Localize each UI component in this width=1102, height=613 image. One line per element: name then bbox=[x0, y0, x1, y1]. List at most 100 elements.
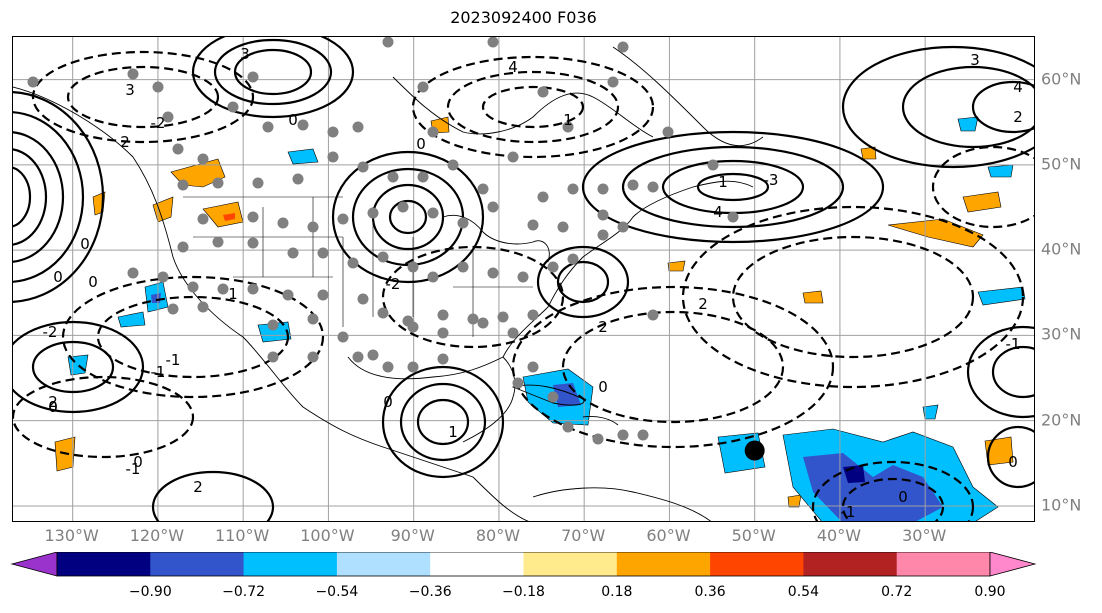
station-dot bbox=[357, 293, 369, 305]
blue-patch bbox=[922, 404, 939, 420]
station-dot bbox=[427, 271, 439, 283]
map-title: 2023092400 F036 bbox=[450, 8, 597, 27]
station-dot bbox=[217, 283, 229, 295]
solid-contour bbox=[388, 199, 428, 235]
station-dot bbox=[507, 327, 519, 339]
station-dot bbox=[562, 121, 574, 133]
solid-contour bbox=[213, 38, 333, 106]
colorbar-segment bbox=[150, 552, 245, 576]
contour-label: 0 bbox=[898, 488, 908, 506]
station-dot bbox=[167, 303, 179, 315]
contour-label: 2 bbox=[1013, 108, 1023, 126]
contour-label: 2 bbox=[48, 393, 58, 411]
contour-label: 1 bbox=[718, 173, 728, 191]
station-dot bbox=[382, 37, 394, 48]
station-dot bbox=[177, 179, 189, 191]
blue-patch bbox=[987, 164, 1014, 178]
station-dot bbox=[197, 153, 209, 165]
colorbar-segment bbox=[616, 552, 711, 576]
station-dot bbox=[247, 237, 259, 249]
colorbar-over-triangle bbox=[989, 552, 1037, 577]
colorbar-segment bbox=[803, 552, 898, 576]
solid-contour bbox=[381, 365, 505, 479]
solid-contour bbox=[621, 145, 845, 229]
dashed-contour bbox=[31, 50, 255, 144]
contour-label: 0 bbox=[48, 398, 58, 416]
solid-contour bbox=[581, 130, 885, 244]
station-dots bbox=[27, 37, 739, 445]
contour-label: 0 bbox=[416, 135, 426, 153]
blue-patch bbox=[977, 286, 1026, 306]
dashed-contour bbox=[381, 245, 565, 349]
contour-label: -1 bbox=[151, 363, 166, 381]
colorbar-tick-label: −0.72 bbox=[222, 584, 266, 600]
station-dot bbox=[177, 241, 189, 253]
colorbar-segment bbox=[430, 552, 524, 576]
station-dot bbox=[592, 433, 604, 445]
station-dot bbox=[627, 179, 639, 191]
contour-label: 0 bbox=[80, 235, 90, 253]
station-dot bbox=[292, 173, 304, 185]
station-dot bbox=[447, 159, 459, 171]
solid-contour bbox=[556, 260, 610, 304]
station-dot bbox=[537, 191, 549, 203]
station-dot bbox=[307, 351, 319, 363]
station-dot bbox=[357, 161, 369, 173]
station-dot bbox=[597, 229, 609, 241]
dashed-contour bbox=[681, 205, 1025, 389]
coastline-sa bbox=[532, 487, 712, 521]
station-dot bbox=[187, 281, 199, 293]
solid-contour bbox=[13, 111, 85, 283]
station-dot bbox=[437, 353, 449, 365]
dashed-contour bbox=[96, 295, 290, 379]
station-dot bbox=[347, 257, 359, 269]
contour-label: 2 bbox=[598, 318, 608, 336]
station-dot bbox=[27, 76, 39, 88]
station-dot bbox=[477, 317, 489, 329]
contour-label: -2 bbox=[151, 114, 166, 132]
solid-contour bbox=[13, 91, 105, 303]
station-dot bbox=[397, 201, 409, 213]
map-canvas: 344230023140-30-21-120-10-20211-220-1-10… bbox=[13, 37, 1034, 521]
dashed-contour bbox=[841, 477, 945, 521]
longitude-label: 110°W bbox=[214, 526, 270, 545]
station-dot bbox=[437, 309, 449, 321]
station-dot bbox=[487, 267, 499, 279]
solid-contour bbox=[151, 470, 275, 521]
station-dot bbox=[512, 377, 524, 389]
solid-contour bbox=[901, 65, 1034, 149]
station-dot bbox=[637, 429, 649, 441]
station-dot bbox=[457, 261, 469, 273]
solid-contour bbox=[971, 80, 1034, 134]
station-dot bbox=[407, 321, 419, 333]
station-dot bbox=[367, 207, 379, 219]
colorbar-under-triangle bbox=[10, 552, 58, 577]
dashed-contour bbox=[446, 70, 620, 144]
station-dot bbox=[172, 143, 184, 155]
station-dot bbox=[647, 309, 659, 321]
colorbar-tick-label: −0.18 bbox=[502, 584, 545, 600]
latitude-label: 50°N bbox=[1041, 154, 1082, 174]
coastline-hudson bbox=[392, 76, 654, 138]
colorbar-segment bbox=[710, 552, 804, 576]
contour-label: 0 bbox=[1008, 453, 1018, 471]
station-dot bbox=[252, 177, 264, 189]
station-dot bbox=[547, 261, 559, 273]
station-dot bbox=[227, 101, 239, 113]
station-dot bbox=[557, 221, 569, 233]
contour-label: 2 bbox=[120, 133, 130, 151]
orange-patch bbox=[787, 494, 802, 508]
colorbar-segment bbox=[336, 552, 431, 576]
station-dot bbox=[297, 119, 309, 131]
coastline-hispaniola bbox=[582, 416, 619, 426]
station-dot bbox=[517, 271, 529, 283]
station-dot bbox=[247, 71, 259, 83]
station-dot bbox=[417, 81, 429, 93]
contour-label: 0 bbox=[48, 398, 58, 416]
blue-patch bbox=[117, 311, 146, 328]
storm-center-marker bbox=[744, 440, 765, 461]
contour-labels: 344230023140-30-21-120-10-20211-220-1-10… bbox=[43, 45, 1023, 521]
shaded-fields bbox=[54, 116, 1026, 521]
contour-label: -2 bbox=[386, 275, 401, 293]
colorbar-tick-label: 0.90 bbox=[974, 584, 1006, 600]
